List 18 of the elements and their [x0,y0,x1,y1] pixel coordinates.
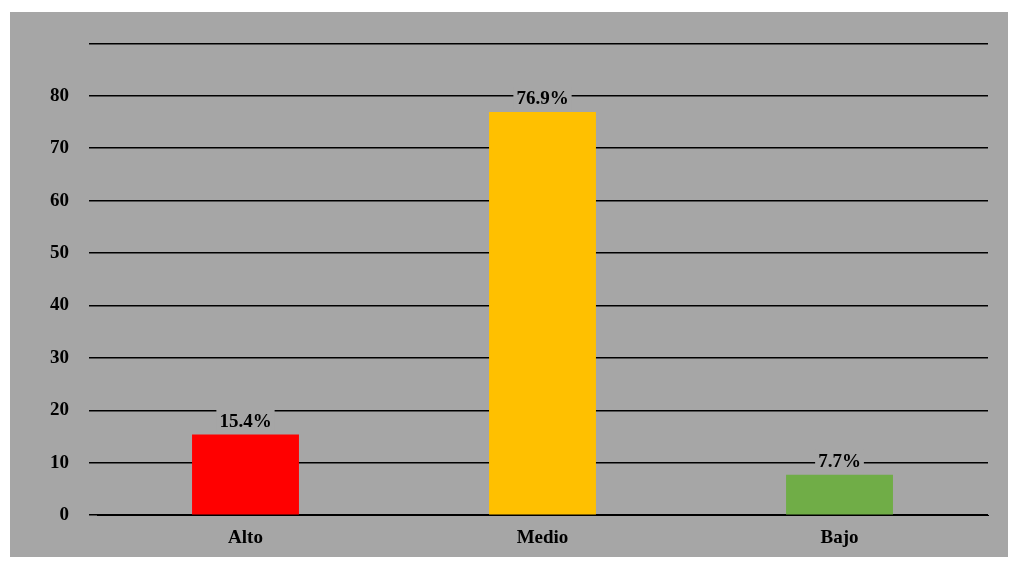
y-tick-label: 60 [50,188,69,210]
x-tick-label: Alto [228,525,263,547]
x-tick-label: Bajo [820,525,859,547]
y-tick-label: 70 [50,136,69,158]
data-label: 7.7% [818,450,861,472]
y-tick-label: 50 [50,241,69,262]
y-tick-label: 10 [50,450,69,472]
bar [489,112,596,515]
x-tick-label: Medio [516,525,569,547]
bar [786,474,893,515]
y-tick-label: 20 [50,398,69,420]
y-tick-label: 0 [59,503,69,525]
data-label: 15.4% [219,409,272,431]
y-tick-label: 40 [50,293,69,315]
y-tick-label: 80 [50,83,69,105]
data-label: 76.9% [516,87,569,109]
bar [192,434,299,515]
y-tick-label: 30 [50,345,69,367]
